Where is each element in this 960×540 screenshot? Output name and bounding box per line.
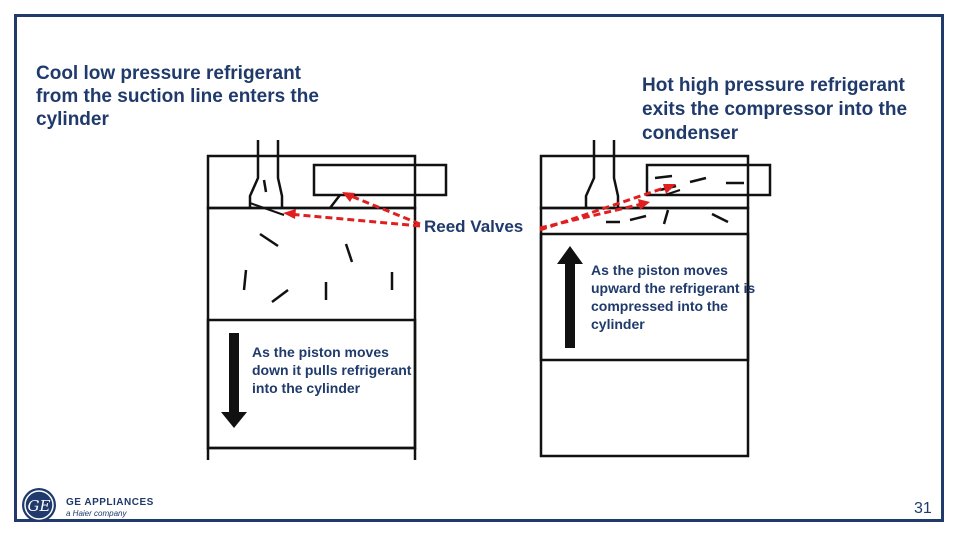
- left-cylinder: [206, 140, 448, 460]
- piston-up-arrow: [557, 246, 583, 348]
- pointer-line: [539, 202, 643, 230]
- piston-up-note: As the piston moves upward the refrigera…: [591, 262, 756, 332]
- brand-tagline: a Haier company: [66, 509, 127, 518]
- molecule-arrow: [654, 174, 673, 180]
- molecule-arrow: [262, 179, 268, 193]
- right-cylinder: [539, 140, 772, 458]
- molecule-arrow: [344, 243, 354, 263]
- pointer-head: [283, 209, 296, 219]
- arrow-shaft: [229, 333, 239, 413]
- pointer-head: [638, 199, 650, 210]
- arrow-shaft: [565, 263, 575, 348]
- right-discharge-chamber: [645, 163, 772, 197]
- right-head: [539, 154, 750, 210]
- arrow-head: [557, 246, 583, 264]
- left-piston: [206, 318, 417, 450]
- suction-title: Cool low pressure refrigerant from the s…: [36, 63, 319, 130]
- ge-logo-icon: GE: [22, 488, 56, 522]
- right-suction-port: [584, 140, 620, 208]
- reed-valve-pointer-heads: [283, 184, 676, 219]
- left-reed-valve: [249, 202, 285, 216]
- page-number: 31: [914, 500, 932, 517]
- right-piston: [539, 232, 750, 362]
- left-discharge-chamber: [312, 163, 448, 197]
- reed-valves-label: Reed Valves: [424, 217, 524, 236]
- left-discharge-port: [329, 194, 341, 209]
- molecule-arrow: [689, 176, 707, 184]
- svg-text:GE: GE: [28, 497, 51, 515]
- right-refrigerant-arrows: [606, 174, 744, 225]
- pointer-line: [345, 192, 421, 226]
- arrow-head: [221, 412, 247, 428]
- molecule-arrow: [629, 214, 647, 222]
- molecule-arrow: [711, 212, 729, 224]
- pointer-head: [342, 192, 355, 202]
- suction-port: [248, 140, 284, 208]
- molecule-arrow: [259, 232, 279, 248]
- pointer-line: [287, 212, 421, 228]
- molecule-arrow: [242, 269, 248, 291]
- pointer-head: [663, 184, 676, 194]
- molecule-arrow: [271, 289, 289, 303]
- brand-name: GE APPLIANCES: [66, 497, 154, 508]
- reed-valve-pointers: [287, 184, 671, 232]
- left-refrigerant-arrows: [242, 179, 394, 303]
- discharge-title: Hot high pressure refrigerant exits the …: [642, 75, 908, 144]
- left-head: [206, 154, 417, 210]
- molecule-arrow: [662, 209, 670, 225]
- slide-frame: [14, 14, 944, 522]
- piston-down-note: As the piston moves down it pulls refrig…: [252, 344, 412, 396]
- piston-down-arrow: [221, 333, 247, 428]
- right-reed-valve: [664, 189, 681, 196]
- pointer-line: [539, 184, 671, 232]
